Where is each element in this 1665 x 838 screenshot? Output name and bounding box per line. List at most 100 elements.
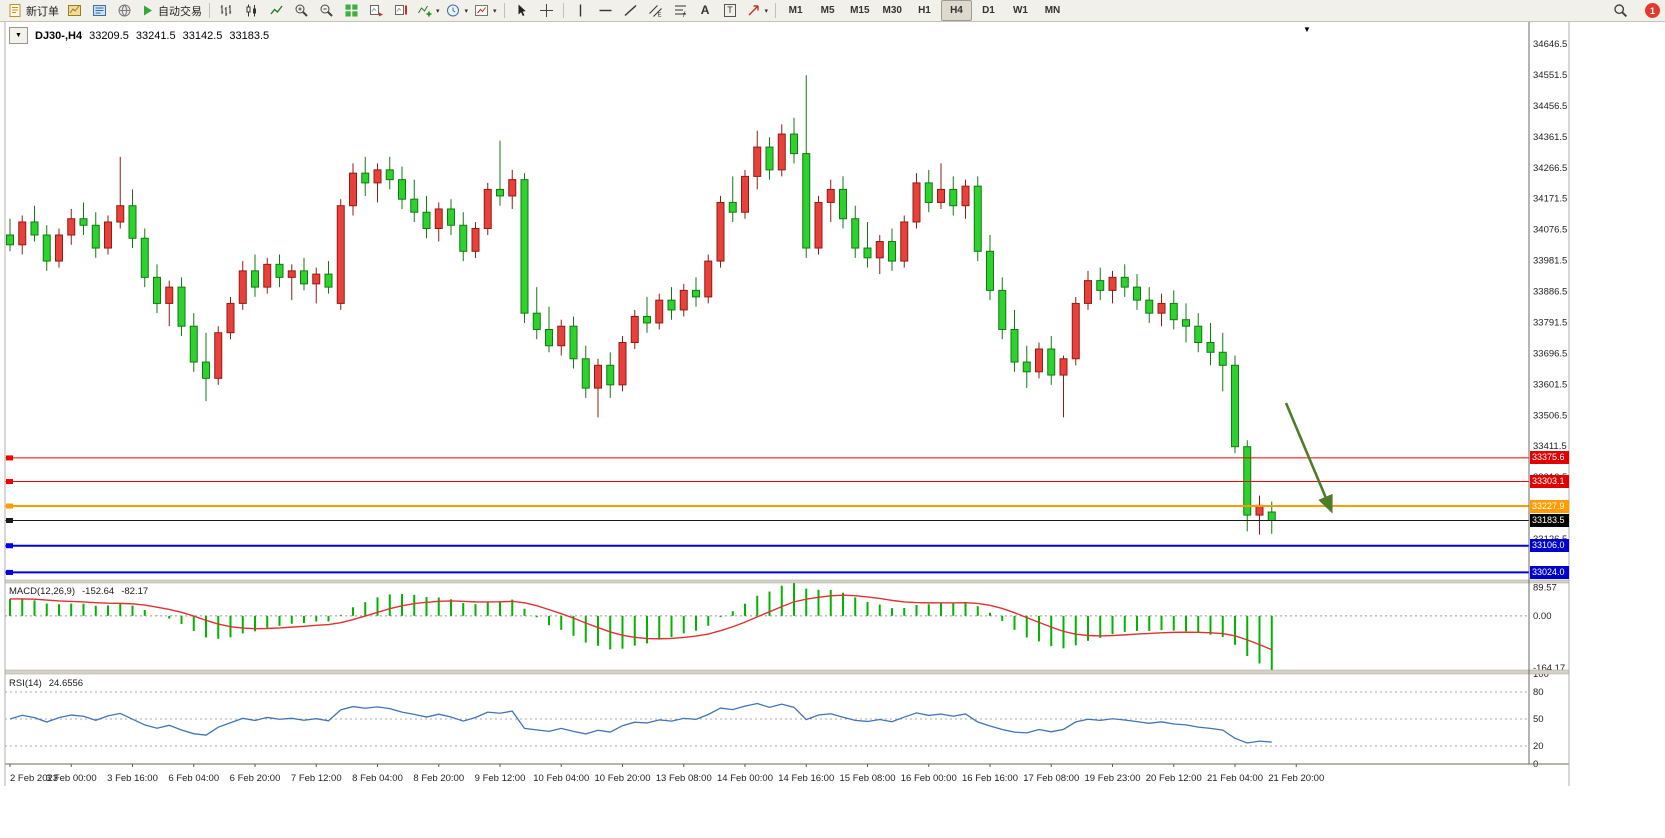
close-value: 33183.5 bbox=[229, 29, 270, 42]
charts-icon bbox=[68, 5, 81, 16]
price-axis-label: 33126.5 bbox=[1533, 534, 1567, 545]
time-axis-label: 10 Feb 04:00 bbox=[533, 773, 589, 784]
chevron-down-icon: ▾ bbox=[764, 7, 769, 15]
vertical-line-tool-button[interactable] bbox=[568, 0, 593, 21]
timeframe-M1[interactable]: M1 bbox=[788, 5, 803, 16]
tile-windows-button[interactable] bbox=[339, 0, 364, 21]
candles-layer bbox=[6, 75, 1276, 535]
toolbar-separator bbox=[775, 3, 777, 18]
rsi-value: 24.6556 bbox=[48, 678, 84, 689]
timeframe-M15[interactable]: M15 bbox=[850, 5, 870, 16]
search-button[interactable] bbox=[1608, 0, 1633, 21]
macd-signal-value: -82.17 bbox=[121, 586, 149, 597]
timeframe-H1[interactable]: H1 bbox=[918, 5, 931, 16]
fibonacci-tool-button[interactable]: f bbox=[668, 0, 693, 21]
indicators-add-button[interactable]: ▾ bbox=[414, 0, 443, 21]
price-axis-label: 33601.5 bbox=[1533, 379, 1567, 390]
time-axis-label: 16 Feb 00:00 bbox=[901, 773, 957, 784]
time-axis-label: 3 Feb 16:00 bbox=[107, 773, 158, 784]
tile-windows-icon bbox=[345, 4, 358, 17]
charts-button[interactable] bbox=[62, 0, 87, 21]
price-axis-label: 34361.5 bbox=[1533, 132, 1567, 143]
community-icon bbox=[118, 4, 131, 17]
text-tool-button[interactable]: A bbox=[693, 0, 718, 21]
price-axis-label: 33696.5 bbox=[1533, 348, 1567, 359]
horizontal-line-icon bbox=[599, 9, 612, 12]
macd-signal-line bbox=[9, 594, 1273, 651]
auto-scroll-button[interactable] bbox=[364, 0, 389, 21]
chart-shift-icon bbox=[395, 5, 407, 15]
scroll-to-end-marker[interactable]: ▼ bbox=[1303, 25, 1311, 34]
line-chart-button[interactable] bbox=[264, 0, 289, 21]
time-axis-label: 15 Feb 08:00 bbox=[840, 773, 896, 784]
rsi-axis-label: 80 bbox=[1533, 687, 1544, 698]
chevron-down-icon: ▾ bbox=[493, 7, 497, 15]
zoom-in-button[interactable] bbox=[289, 0, 314, 21]
new-order-button[interactable]: 新订单 bbox=[5, 0, 62, 21]
price-axis-label: 33031.5 bbox=[1533, 565, 1567, 576]
price-axis-label: 34551.5 bbox=[1533, 70, 1567, 81]
arrows-tool-button[interactable]: ▾ bbox=[743, 0, 772, 21]
price-axis-label: 33506.5 bbox=[1533, 410, 1567, 421]
candlestick-chart-button[interactable] bbox=[239, 0, 264, 21]
svg-text:f: f bbox=[683, 12, 686, 18]
time-axis-label: 9 Feb 12:00 bbox=[475, 773, 526, 784]
autotrade-label: 自动交易 bbox=[158, 5, 202, 18]
timeframe-W1[interactable]: W1 bbox=[1012, 5, 1028, 16]
chart-header: ▼ DJ30-,H4 33209.5 33241.5 33142.5 33183… bbox=[9, 27, 269, 44]
cursor-icon bbox=[518, 4, 526, 16]
autotrade-button[interactable]: 自动交易 bbox=[137, 0, 205, 21]
chart-shift-button[interactable] bbox=[389, 0, 414, 21]
search-icon bbox=[1614, 4, 1628, 18]
price-axis-label: 33791.5 bbox=[1533, 317, 1567, 328]
equidistant-channel-tool-button[interactable]: E bbox=[643, 0, 668, 21]
bar-chart-icon bbox=[220, 5, 232, 16]
text-label-icon: T bbox=[724, 4, 736, 17]
candlestick-chart-icon bbox=[246, 4, 256, 17]
timeframe-MN[interactable]: MN bbox=[1044, 5, 1061, 16]
trendline-icon bbox=[624, 4, 637, 17]
bar-chart-button[interactable] bbox=[214, 0, 239, 21]
new-order-icon bbox=[9, 4, 21, 17]
time-axis-label: 17 Feb 08:00 bbox=[1023, 773, 1079, 784]
zoom-out-button[interactable] bbox=[314, 0, 339, 21]
macd-histogram bbox=[9, 583, 1273, 670]
notification-badge[interactable]: 1 bbox=[1645, 3, 1660, 18]
rsi-line bbox=[9, 702, 1272, 744]
community-button[interactable] bbox=[112, 0, 137, 21]
period-clock-icon bbox=[446, 4, 459, 17]
price-axis-label: 33316.5 bbox=[1533, 472, 1567, 483]
time-axis-label: 19 Feb 23:00 bbox=[1085, 773, 1141, 784]
text-label-tool-button[interactable]: T bbox=[718, 0, 743, 21]
macd-main-value: -152.64 bbox=[82, 586, 115, 597]
chevron-down-icon: ▾ bbox=[436, 7, 440, 15]
price-axis-label: 33886.5 bbox=[1533, 287, 1567, 298]
trendline-tool-button[interactable] bbox=[618, 0, 643, 21]
timeframe-D1[interactable]: D1 bbox=[982, 5, 995, 16]
open-value: 33209.5 bbox=[89, 29, 129, 42]
one-click-trading-toggle[interactable]: ▼ bbox=[9, 27, 28, 44]
timeframe-M30[interactable]: M30 bbox=[882, 5, 902, 16]
time-axis-label: 2 Feb 2023 bbox=[10, 773, 58, 784]
period-clock-button[interactable]: ▾ bbox=[443, 0, 472, 21]
profiles-button[interactable] bbox=[87, 0, 112, 21]
main-toolbar: 新订单 自动交易 bbox=[0, 0, 1665, 22]
equidistant-channel-icon: E bbox=[648, 5, 662, 18]
time-axis-label: 3 Feb 00:00 bbox=[46, 773, 97, 784]
symbol-period-label: DJ30-,H4 bbox=[35, 29, 83, 42]
indicators-add-icon bbox=[418, 5, 432, 17]
crosshair-tool-button[interactable] bbox=[534, 0, 559, 21]
horizontal-line-tool-button[interactable] bbox=[593, 0, 618, 21]
time-axis-label: 7 Feb 12:00 bbox=[291, 773, 342, 784]
timeframe-H4[interactable]: H4 bbox=[940, 0, 972, 21]
cursor-tool-button[interactable] bbox=[509, 0, 534, 21]
time-axis-label: 21 Feb 04:00 bbox=[1207, 773, 1263, 784]
chart-template-icon bbox=[475, 5, 489, 16]
timeframe-M5[interactable]: M5 bbox=[820, 5, 835, 16]
chart-template-button[interactable]: ▾ bbox=[471, 0, 500, 21]
time-axis-label: 8 Feb 20:00 bbox=[413, 773, 464, 784]
annotation-arrow[interactable] bbox=[1284, 402, 1333, 514]
high-value: 33241.5 bbox=[135, 29, 176, 42]
price-axis-label: 34076.5 bbox=[1533, 225, 1567, 236]
